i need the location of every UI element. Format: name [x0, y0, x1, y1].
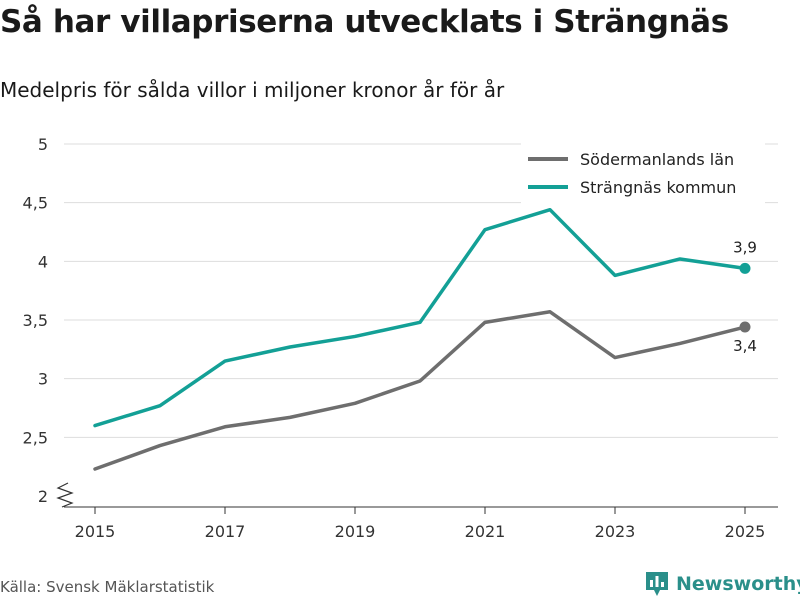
axis-break-icon: [56, 482, 74, 508]
series-end-label: 3,9: [733, 238, 757, 256]
series-line: [93, 310, 747, 471]
x-tick-label: 2025: [725, 522, 766, 541]
brand-logo: Newsworthy: [644, 570, 800, 598]
y-axis-ticks: 2 2,5 3 3,5 4 4,5 5: [23, 135, 48, 506]
x-tick-label: 2017: [205, 522, 246, 541]
y-tick-label: 5: [38, 135, 48, 154]
brand-name: Newsworthy: [676, 573, 800, 595]
series-end-point: [739, 321, 751, 333]
chart-title: Så har villapriserna utvecklats i Sträng…: [0, 4, 729, 40]
x-tick-label: 2021: [465, 522, 506, 541]
x-axis: [56, 482, 778, 508]
x-tick-label: 2023: [595, 522, 636, 541]
series-lines: 3,4 3,9: [93, 207, 757, 471]
legend-label: Strängnäs kommun: [580, 178, 736, 197]
y-tick-label: 4,5: [23, 194, 48, 213]
source-note: Källa: Svensk Mäklarstatistik: [0, 578, 215, 596]
legend: Södermanlands län Strängnäs kommun: [521, 141, 765, 207]
y-tick-label: 3: [38, 370, 48, 389]
series-end-label: 3,4: [733, 337, 757, 355]
legend-label: Södermanlands län: [580, 150, 734, 169]
chart-subtitle: Medelpris för sålda villor i miljoner kr…: [0, 78, 505, 102]
y-tick-label: 2,5: [23, 428, 48, 447]
y-tick-label: 2: [38, 487, 48, 506]
x-tick-label: 2019: [335, 522, 376, 541]
legend-background: [521, 141, 765, 207]
y-tick-label: 3,5: [23, 311, 48, 330]
series-line: [93, 207, 747, 428]
series-end-point: [739, 262, 751, 274]
x-tick-label: 2015: [75, 522, 116, 541]
y-tick-label: 4: [38, 252, 48, 271]
x-axis-ticks: 2015 2017 2019 2021 2023 2025: [75, 507, 766, 541]
bar-chart-icon: [646, 572, 668, 596]
